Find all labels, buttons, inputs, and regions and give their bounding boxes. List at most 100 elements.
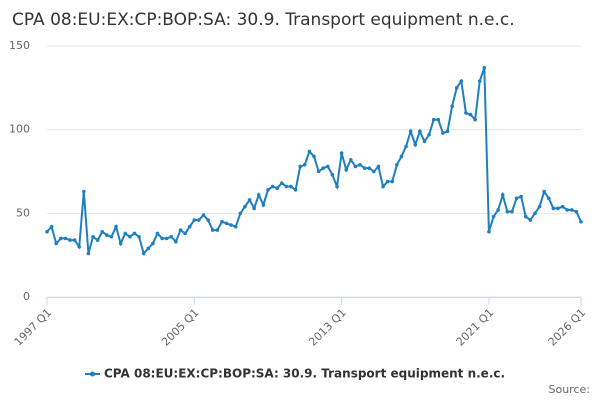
point: [330, 173, 335, 177]
point: [59, 236, 63, 241]
point: [491, 214, 496, 219]
point: [445, 129, 450, 134]
point: [105, 233, 109, 237]
point: [500, 193, 505, 197]
point: [77, 245, 82, 249]
point: [464, 111, 468, 115]
point: [376, 164, 381, 169]
point: [233, 224, 238, 229]
point: [546, 196, 551, 201]
point: [395, 163, 399, 167]
point: [270, 184, 275, 189]
point: [86, 251, 91, 256]
point: [302, 163, 307, 167]
point: [252, 206, 256, 211]
point: [358, 163, 362, 167]
point: [574, 209, 579, 214]
point: [206, 218, 210, 222]
point: [275, 186, 279, 191]
point: [496, 208, 500, 212]
point: [353, 164, 358, 169]
point: [243, 204, 247, 209]
point: [459, 79, 464, 83]
point: [473, 117, 477, 122]
point: [155, 231, 160, 236]
point: [224, 221, 229, 226]
point: [326, 164, 330, 169]
point: [556, 206, 560, 211]
point: [45, 229, 49, 234]
point: [523, 214, 528, 219]
point: [247, 198, 252, 202]
point: [431, 117, 436, 122]
point: [82, 189, 86, 194]
point: [454, 86, 459, 90]
point: [551, 206, 556, 211]
point: [151, 241, 155, 246]
point: [174, 239, 178, 244]
point: [339, 151, 344, 155]
point: [256, 193, 261, 197]
point: [220, 219, 224, 224]
point: [229, 223, 233, 227]
point: [68, 238, 72, 242]
x-tick-label: 2013 Q1: [306, 306, 349, 349]
point: [114, 224, 118, 229]
point: [362, 166, 367, 170]
point: [298, 164, 302, 169]
point: [528, 218, 533, 222]
point: [560, 204, 565, 209]
point: [63, 236, 68, 241]
point: [100, 229, 105, 234]
point: [201, 213, 206, 217]
point: [95, 238, 100, 242]
x-tick-label: 2021 Q1: [454, 306, 497, 349]
point: [141, 251, 146, 256]
point: [316, 169, 321, 174]
y-tick-label: 50: [16, 206, 30, 219]
source: Source:: [549, 383, 591, 396]
point: [284, 184, 289, 189]
point: [510, 209, 514, 214]
point: [210, 228, 215, 232]
x-tick-label: 1997 Q1: [12, 306, 55, 349]
point: [367, 166, 372, 170]
point: [487, 229, 491, 234]
point: [307, 149, 312, 154]
point: [266, 188, 270, 192]
point: [537, 204, 542, 209]
point: [390, 179, 395, 184]
point: [372, 169, 376, 174]
point: [279, 181, 284, 186]
point: [349, 157, 353, 162]
point: [215, 228, 220, 232]
x-tick-label: 2005 Q1: [159, 306, 202, 349]
y-tick-label: 150: [9, 39, 30, 52]
point: [118, 241, 123, 246]
x-tick-label: 2026 Q1: [546, 306, 589, 349]
point: [579, 219, 583, 224]
point: [312, 154, 316, 159]
series-line: [46, 67, 582, 256]
point: [164, 236, 169, 241]
point: [477, 79, 482, 83]
point: [569, 208, 574, 212]
legend-label: CPA 08:EU:EX:CP:BOP:SA: 30.9. Transport …: [104, 367, 505, 381]
point: [72, 238, 77, 242]
point: [91, 234, 95, 239]
point: [160, 236, 164, 241]
point: [505, 209, 510, 214]
point: [335, 184, 339, 189]
legend-marker: [90, 371, 95, 377]
y-tick-label: 0: [23, 290, 30, 303]
point: [381, 184, 385, 189]
point: [514, 196, 519, 201]
point: [468, 112, 473, 117]
point: [413, 142, 418, 147]
point: [49, 224, 54, 229]
point: [289, 184, 293, 189]
point: [427, 132, 431, 137]
point: [146, 246, 151, 251]
point: [565, 208, 569, 212]
